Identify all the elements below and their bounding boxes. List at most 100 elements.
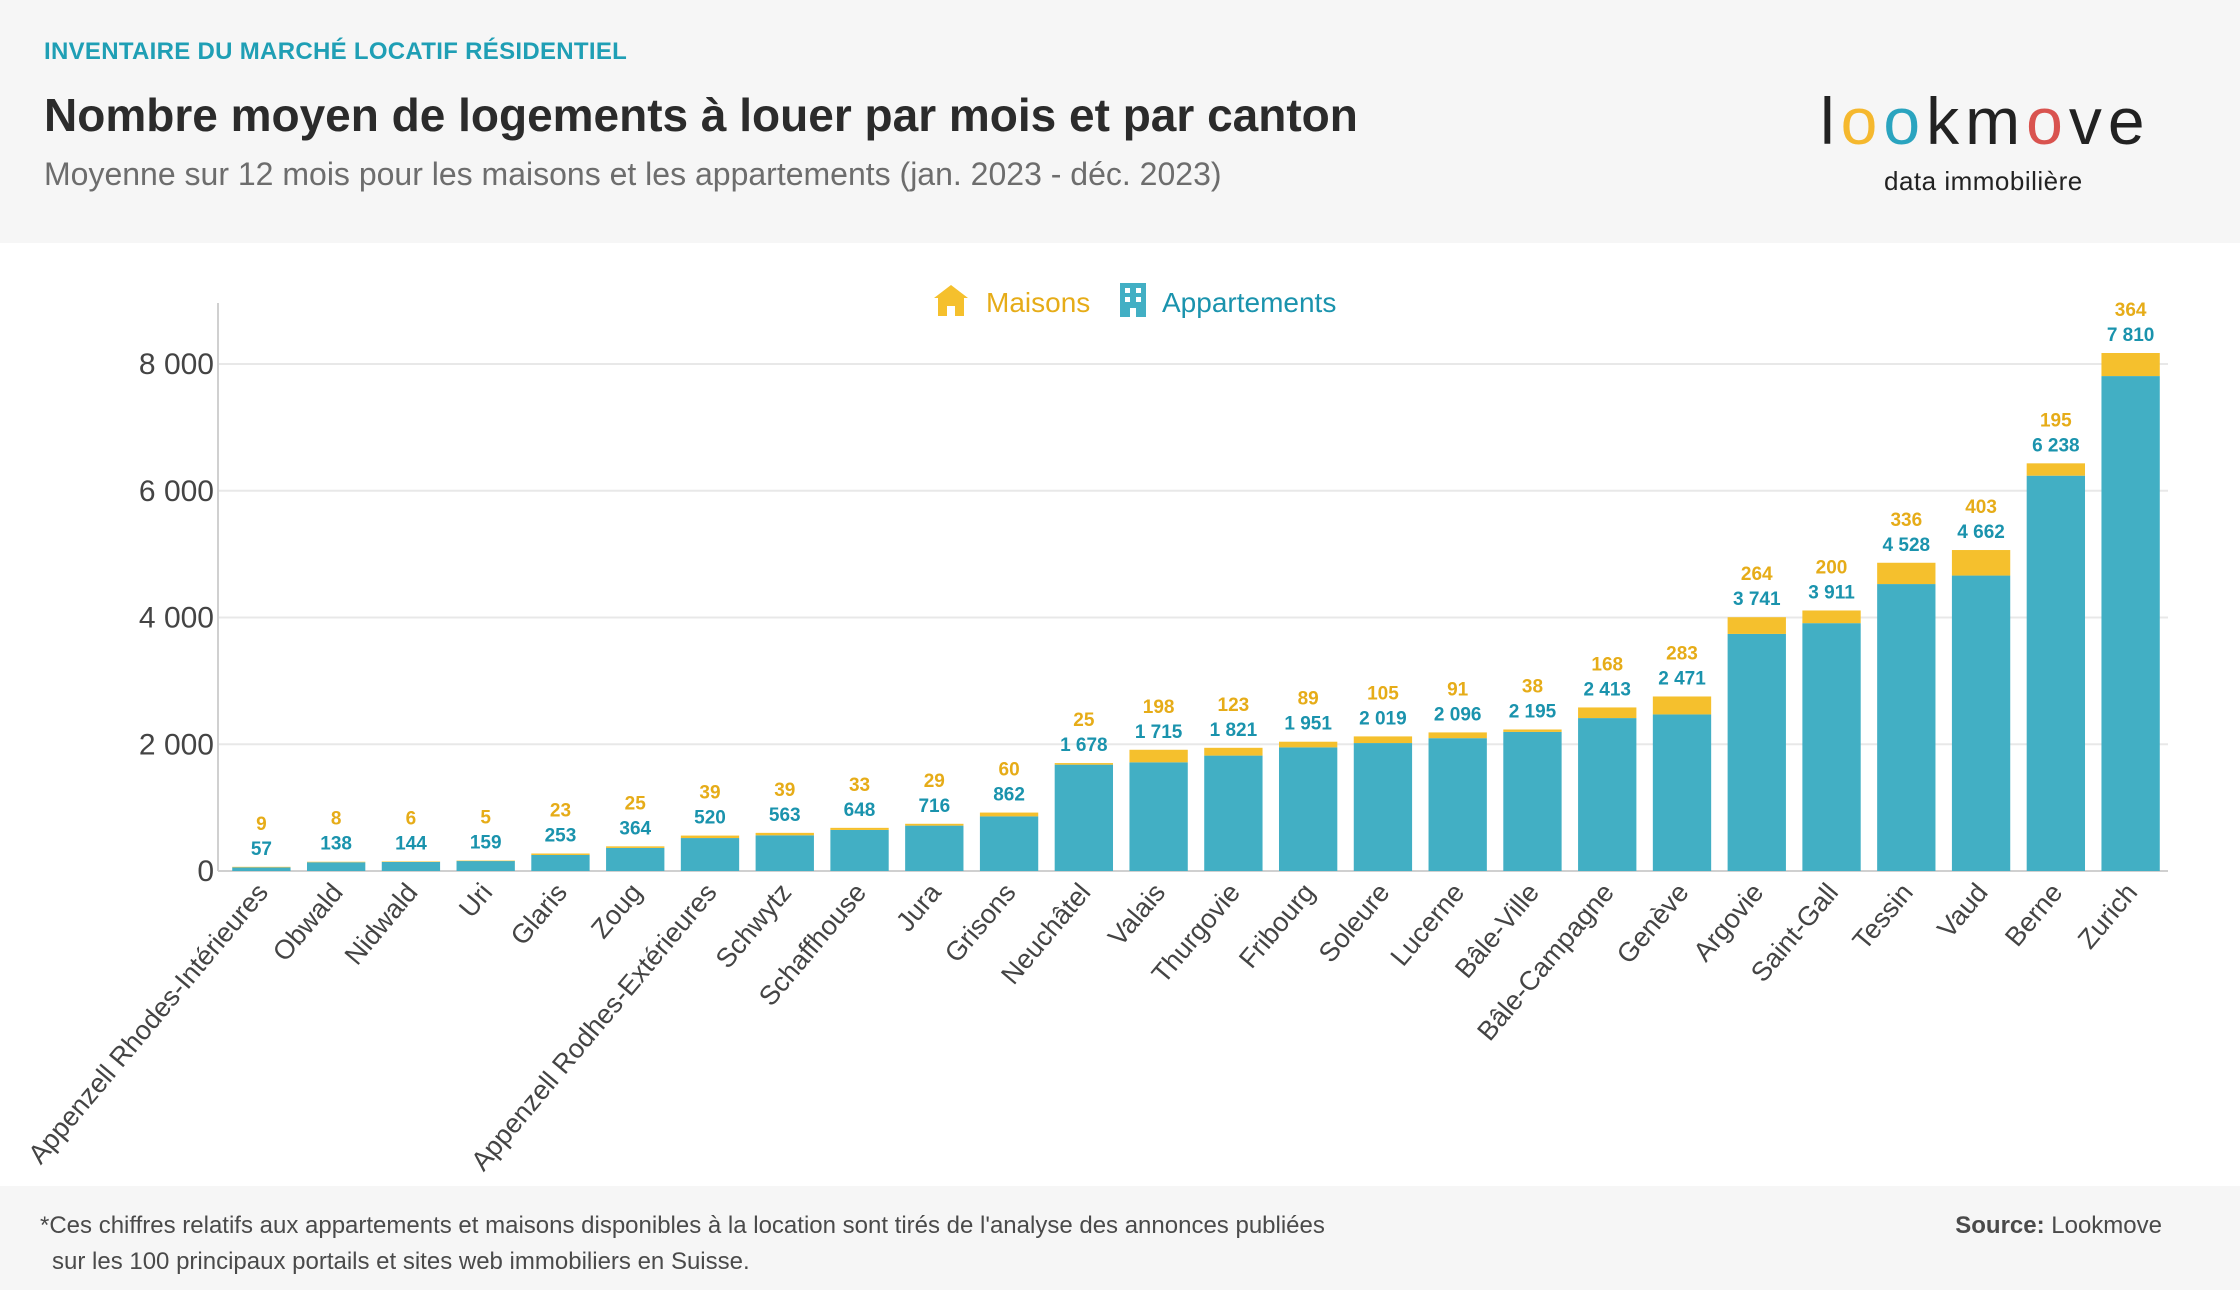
bars (232, 353, 2160, 871)
logo-letter: m (1965, 84, 2027, 158)
bar-apartments (1578, 718, 1637, 871)
y-tick-label: 6 000 (139, 475, 214, 508)
data-label-houses: 25 (625, 793, 647, 814)
bar-apartments (680, 838, 740, 871)
data-label-houses: 33 (849, 775, 870, 796)
bar-apartments (1503, 731, 1562, 871)
bar-group (680, 835, 740, 871)
logo-letter: o (1883, 84, 1927, 158)
bar-group (979, 812, 1039, 871)
bar-group (755, 832, 814, 871)
data-label-houses: 60 (999, 760, 1020, 781)
bar-group (1727, 617, 1786, 871)
bar-houses (2101, 353, 2160, 377)
data-label-apartments: 1 715 (1135, 722, 1183, 743)
data-label-apartments: 6 238 (2032, 435, 2080, 456)
logo-letter: k (1926, 84, 1966, 158)
bar-houses (1353, 736, 1413, 744)
data-label-apartments: 1 951 (1284, 714, 1332, 735)
bar-apartments (381, 861, 441, 871)
bar-group (1204, 747, 1263, 871)
data-label-apartments: 4 528 (1883, 535, 1931, 556)
data-label-houses: 39 (774, 780, 795, 801)
bar-houses (755, 832, 814, 836)
bar-group (905, 823, 964, 871)
data-label-houses: 38 (1522, 676, 1543, 697)
data-label-houses: 198 (1143, 697, 1175, 718)
source: Source: Lookmove (1955, 1208, 2162, 1244)
data-label-houses: 283 (1666, 643, 1698, 664)
bar-houses (306, 861, 366, 863)
data-label-apartments: 4 662 (1957, 522, 2005, 543)
bar-apartments (1054, 764, 1114, 871)
bar-apartments (1802, 623, 1861, 871)
bar-houses (1802, 610, 1861, 624)
legend: Maisons Appartements (934, 283, 1336, 318)
y-tick-label: 2 000 (139, 728, 214, 761)
data-label-apartments: 138 (320, 834, 352, 855)
bar-apartments (755, 835, 814, 871)
y-tick-label: 4 000 (139, 602, 214, 635)
bar-houses (1951, 550, 2011, 576)
data-label-apartments: 1 821 (1210, 720, 1258, 741)
bar-houses (680, 835, 740, 839)
house-icon (934, 285, 968, 316)
legend-item-apartments: Appartements (1120, 283, 1336, 318)
bar-group (531, 853, 590, 871)
bar-houses (456, 860, 515, 862)
bar-group (1129, 749, 1188, 871)
chart-area: Maisons Appartements 0 2 000 4 000 6 000 8 0… (0, 243, 2240, 1186)
data-label-houses: 168 (1591, 654, 1623, 675)
bar-houses (1503, 729, 1562, 732)
bar-group (2026, 463, 2086, 871)
y-tick-label: 0 (197, 855, 214, 888)
data-label-apartments: 1 678 (1060, 735, 1108, 756)
x-tick-label: Bâle-Campagne (1471, 878, 1619, 1047)
bar-group (1951, 550, 2011, 871)
x-tick-label: Uri (453, 878, 498, 924)
data-label-apartments: 2 096 (1434, 704, 1482, 725)
bar-apartments (1204, 755, 1263, 871)
data-label-houses: 23 (550, 801, 571, 822)
data-label-houses: 8 (331, 809, 342, 830)
bar-group (1278, 741, 1338, 871)
data-label-houses: 195 (2040, 410, 2072, 431)
kicker: INVENTAIRE DU MARCHÉ LOCATIF RÉSIDENTIEL (44, 38, 628, 65)
data-label-apartments: 2 019 (1359, 708, 1407, 729)
bar-houses (606, 846, 665, 848)
x-tick-label: Genève (1611, 878, 1695, 970)
bar-group (830, 827, 889, 871)
bar-houses (1129, 749, 1188, 763)
footer: *Ces chiffres relatifs aux appartements … (0, 1186, 2240, 1290)
bar-apartments (306, 862, 366, 871)
x-tick-label: Appenzell Rhodes-Intérieures (22, 878, 274, 1170)
x-tick-label: Tessin (1847, 878, 1919, 956)
data-label-apartments: 862 (993, 785, 1025, 806)
chart-subtitle: Moyenne sur 12 mois pour les maisons et … (44, 156, 1222, 192)
data-label-houses: 123 (1218, 695, 1250, 716)
logo-wordmark: lookmove (1820, 88, 2160, 154)
bar-houses (381, 861, 441, 862)
bar-group (1578, 707, 1637, 871)
lookmove-logo: lookmove data immobilière (1820, 88, 2160, 198)
footnote: *Ces chiffres relatifs aux appartements … (40, 1208, 1480, 1280)
bar-houses (232, 866, 291, 868)
data-label-houses: 25 (1073, 710, 1095, 731)
bar-group (1652, 696, 1712, 871)
data-label-houses: 91 (1447, 679, 1469, 700)
bar-group (381, 861, 441, 871)
x-tick-label: Zurich (2072, 878, 2143, 955)
bar-apartments (905, 825, 964, 871)
data-label-apartments: 253 (545, 826, 577, 847)
bar-group (2101, 353, 2160, 871)
bar-apartments (456, 860, 515, 871)
x-tick-label: Fribourg (1233, 878, 1321, 974)
x-tick-label: Valais (1102, 878, 1171, 952)
data-label-houses: 5 (480, 808, 491, 829)
logo-letter: v (2068, 84, 2108, 158)
bar-group (1877, 562, 1936, 871)
data-label-apartments: 3 911 (1808, 582, 1855, 603)
data-label-houses: 29 (924, 771, 945, 792)
bar-apartments (1353, 743, 1413, 871)
bar-houses (1428, 732, 1487, 739)
